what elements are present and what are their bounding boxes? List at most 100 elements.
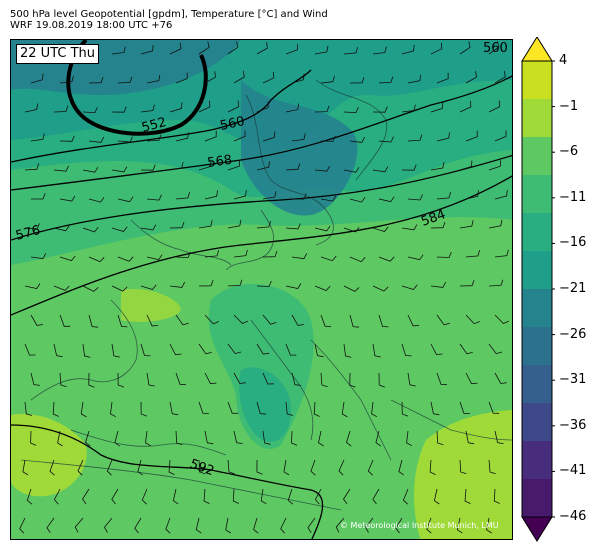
- wind-barb: [175, 314, 189, 326]
- wind-barb: [24, 163, 40, 171]
- wind-barb: [291, 73, 305, 84]
- wind-barb: [233, 430, 243, 444]
- wind-barb: [436, 251, 452, 258]
- wind-barb: [227, 160, 240, 171]
- wind-barb: [88, 76, 104, 84]
- wind-barb: [140, 401, 147, 417]
- wind-barb: [430, 343, 443, 356]
- colorbar-tick-label: −6: [559, 144, 579, 160]
- wind-barb: [291, 133, 306, 142]
- wind-barb: [140, 284, 157, 290]
- wind-barb: [169, 221, 185, 229]
- colorbar-band: [522, 403, 552, 442]
- wind-barb: [82, 285, 99, 292]
- contour-560: [11, 69, 312, 163]
- wind-barb: [111, 285, 128, 292]
- wind-barb: [53, 105, 69, 113]
- wind-barb: [459, 160, 473, 171]
- wind-barb: [140, 44, 154, 55]
- wind-barb: [436, 314, 450, 326]
- contour-584: [11, 175, 512, 316]
- wind-barb: [378, 76, 394, 84]
- colorbar-band: [522, 365, 552, 404]
- wind-barb: [488, 279, 504, 287]
- wind-barb: [372, 226, 389, 232]
- wind-barb: [111, 343, 120, 358]
- wind-barb: [349, 372, 356, 388]
- wind-barb: [146, 372, 155, 387]
- wind-barb: [117, 196, 134, 203]
- wind-barb: [22, 459, 29, 476]
- wind-barb: [175, 251, 191, 259]
- wind-barb: [30, 314, 43, 326]
- wind-barb: [256, 161, 270, 171]
- wind-barb: [172, 488, 179, 505]
- wind-barb: [436, 430, 444, 446]
- wind-barb: [30, 133, 45, 142]
- wind-barb: [82, 227, 99, 233]
- wind-barb: [407, 194, 423, 201]
- wind-barb: [260, 488, 267, 505]
- wind-barb: [320, 135, 336, 142]
- wind-barb: [24, 223, 40, 230]
- wind-barb: [375, 430, 382, 447]
- wind-barb: [436, 132, 450, 142]
- wind-barb: [256, 459, 263, 475]
- wind-barb: [430, 221, 446, 229]
- wind-barb: [433, 488, 440, 505]
- wind-barb: [198, 160, 212, 171]
- wind-barb: [175, 191, 190, 200]
- wind-barb: [262, 191, 277, 200]
- wind-barb: [169, 162, 184, 171]
- wind-barb: [262, 131, 276, 142]
- wind-barb: [285, 163, 301, 171]
- colorbar-extend-top: [521, 37, 553, 62]
- wind-barb: [343, 488, 351, 505]
- wind-barb: [488, 219, 503, 229]
- wind-barb: [343, 343, 352, 358]
- wind-barb: [168, 459, 175, 475]
- wind-barb: [134, 517, 142, 534]
- wind-barb: [146, 314, 159, 327]
- wind-barb: [314, 343, 324, 358]
- wind-barb: [26, 488, 33, 505]
- wind-barb: [406, 430, 413, 447]
- wind-barb: [59, 314, 71, 327]
- wind-barb: [465, 190, 479, 200]
- wind-barb: [24, 103, 39, 113]
- colorbar-tick-label: −46: [559, 509, 587, 524]
- wind-barb: [494, 249, 509, 258]
- wind-barb: [285, 103, 300, 113]
- contour-592: [11, 424, 324, 539]
- wind-barb: [494, 430, 504, 444]
- wind-barb: [111, 166, 128, 173]
- colorbar-band: [522, 251, 552, 290]
- wind-barb: [287, 488, 294, 505]
- wind-barb: [343, 227, 360, 233]
- wind-barb: [291, 430, 298, 446]
- wind-barb: [46, 517, 55, 534]
- wind-barb: [372, 166, 389, 173]
- wind-barb: [198, 100, 211, 113]
- wind-barb: [256, 220, 271, 229]
- wind-barb: [203, 488, 210, 504]
- wind-barb: [233, 130, 246, 142]
- wind-barb: [195, 517, 202, 534]
- colorbar-band: [522, 175, 552, 214]
- wind-barb: [343, 285, 360, 292]
- wind-barb: [488, 41, 500, 55]
- colorbar: [521, 37, 555, 542]
- wind-barb: [313, 401, 320, 417]
- wind-barb: [146, 74, 161, 84]
- wind-barb: [111, 46, 126, 55]
- wind-barb: [141, 488, 148, 505]
- wind-barb: [488, 401, 500, 414]
- wind-barb: [378, 372, 386, 388]
- copyright-notice: © Meteorological Institute Munich, LMU: [340, 521, 499, 530]
- wind-barb: [117, 256, 134, 262]
- wind-barb: [204, 130, 217, 142]
- contour-label-560: 560: [219, 114, 246, 134]
- wind-barb: [24, 401, 33, 416]
- contour-label-568: 568: [206, 153, 233, 171]
- colorbar-tick-label: −1: [559, 98, 579, 114]
